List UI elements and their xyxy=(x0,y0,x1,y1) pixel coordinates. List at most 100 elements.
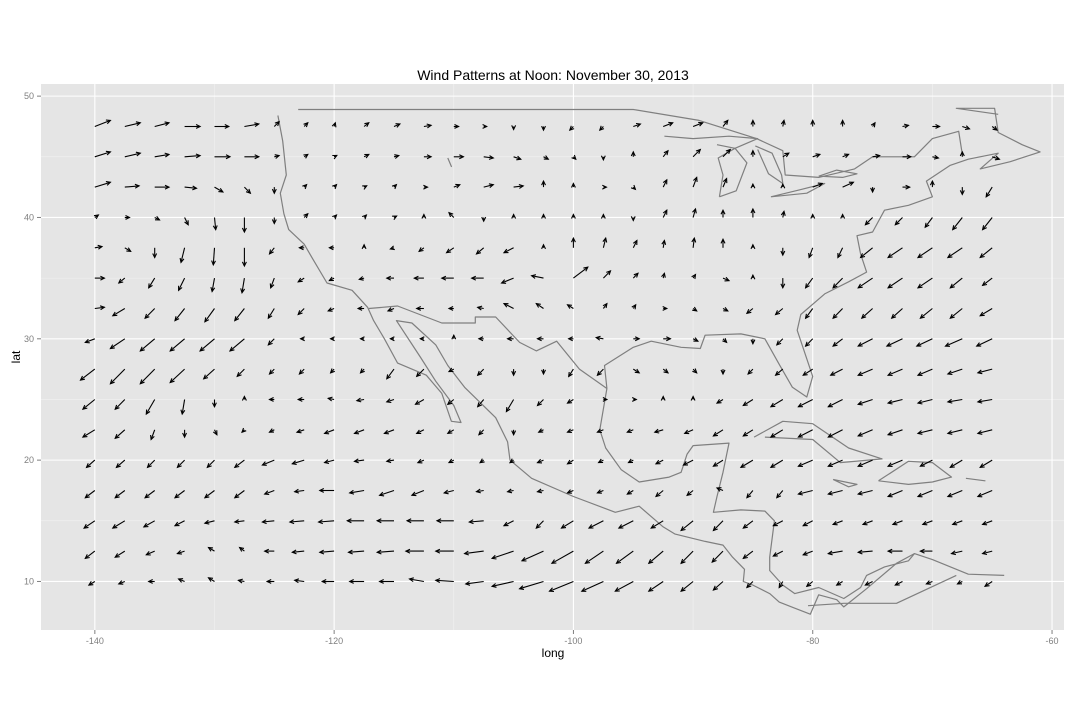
wind-arrow xyxy=(152,247,158,259)
arrow-head xyxy=(804,313,810,320)
arrow-head xyxy=(375,518,382,524)
wind-arrow xyxy=(326,396,335,402)
wind-arrow xyxy=(332,214,338,220)
wind-arrow xyxy=(413,275,424,281)
wind-arrow xyxy=(949,459,963,469)
arrow-head xyxy=(81,433,88,438)
arrow-head xyxy=(434,578,441,583)
arrow-shaft xyxy=(858,489,873,495)
wind-arrow xyxy=(886,368,903,376)
arrow-head xyxy=(535,302,541,308)
wind-arrow xyxy=(356,306,365,311)
arrow-shaft xyxy=(952,520,963,525)
arrow-shaft xyxy=(805,308,814,319)
arrow-head xyxy=(692,306,698,312)
arrow-head xyxy=(447,367,454,373)
arrow-head xyxy=(233,463,240,469)
arrow-shaft xyxy=(585,550,604,564)
arrow-shaft xyxy=(770,429,784,438)
wind-arrow xyxy=(992,155,1001,161)
arrow-head xyxy=(511,213,517,219)
wind-arrow xyxy=(124,247,132,253)
wind-arrow xyxy=(541,369,546,376)
arrow-head xyxy=(359,336,365,342)
arrow-shaft xyxy=(773,550,784,557)
wind-arrow xyxy=(451,333,457,340)
arrow-head xyxy=(268,249,274,255)
arrow-head xyxy=(541,125,546,132)
arrow-head xyxy=(126,247,132,253)
arrow-head xyxy=(79,375,86,381)
wind-arrow xyxy=(117,277,126,284)
arrow-shaft xyxy=(124,185,140,188)
arrow-shaft xyxy=(204,308,215,323)
arrow-head xyxy=(919,313,925,320)
arrow-shaft xyxy=(476,247,485,255)
wind-arrow xyxy=(404,548,424,554)
arrow-shaft xyxy=(150,429,156,440)
arrow-shaft xyxy=(292,459,305,465)
arrow-head xyxy=(475,249,482,255)
arrow-head xyxy=(747,369,753,375)
arrow-head xyxy=(506,336,512,342)
arrow-shaft xyxy=(531,275,544,279)
arrow-head xyxy=(614,587,620,592)
coastline xyxy=(965,477,986,482)
arrow-head xyxy=(890,313,897,320)
wind-arrow xyxy=(212,217,218,231)
wind-arrow xyxy=(154,184,171,190)
arrow-head xyxy=(630,216,636,222)
arrow-head xyxy=(775,340,782,346)
arrow-head xyxy=(992,125,998,131)
wind-arrow xyxy=(804,308,814,320)
arrow-shaft xyxy=(82,429,96,438)
wind-arrow xyxy=(233,519,245,524)
arrow-head xyxy=(81,404,88,411)
arrow-head xyxy=(182,432,187,439)
wind-arrow xyxy=(568,368,574,378)
arrow-head xyxy=(635,122,642,128)
arrow-head xyxy=(723,119,729,125)
wind-arrow xyxy=(797,399,813,408)
arrow-shaft xyxy=(887,247,903,258)
arrow-head xyxy=(176,463,182,469)
wind-arrow xyxy=(318,549,335,555)
arrow-head xyxy=(184,220,189,226)
wind-arrow xyxy=(750,182,756,189)
wind-arrow xyxy=(566,459,574,465)
arrow-head xyxy=(606,270,612,276)
arrow-head xyxy=(536,488,543,494)
wind-arrow xyxy=(267,338,275,346)
wind-arrow xyxy=(857,277,873,289)
arrow-shaft xyxy=(169,368,185,383)
arrow-shaft xyxy=(446,247,455,254)
arrow-head xyxy=(720,238,726,244)
arrow-shaft xyxy=(894,217,903,226)
wind-arrow xyxy=(886,548,903,554)
wind-arrow xyxy=(214,124,231,129)
arrow-head xyxy=(827,462,833,467)
arrow-head xyxy=(395,123,402,128)
wind-arrow xyxy=(891,520,903,526)
wind-arrow xyxy=(750,207,756,218)
arrow-head xyxy=(596,428,602,434)
arrow-shaft xyxy=(144,490,156,499)
arrow-shaft xyxy=(979,308,993,317)
arrow-head xyxy=(150,434,155,441)
arrow-shaft xyxy=(147,459,156,468)
arrow-head xyxy=(827,490,833,496)
wind-arrow xyxy=(423,154,433,160)
wind-arrow xyxy=(827,429,843,438)
arrow-shaft xyxy=(743,429,754,437)
wind-arrow xyxy=(347,549,365,555)
wind-arrow xyxy=(832,308,843,320)
wind-arrow xyxy=(946,429,963,435)
wind-arrow xyxy=(268,428,275,433)
arrow-head xyxy=(680,586,686,593)
arrow-head xyxy=(405,518,412,524)
arrow-head xyxy=(802,371,808,376)
wind-arrow xyxy=(386,307,395,312)
arrow-shaft xyxy=(650,520,664,529)
arrow-shaft xyxy=(742,520,754,529)
wind-arrow xyxy=(946,489,963,498)
